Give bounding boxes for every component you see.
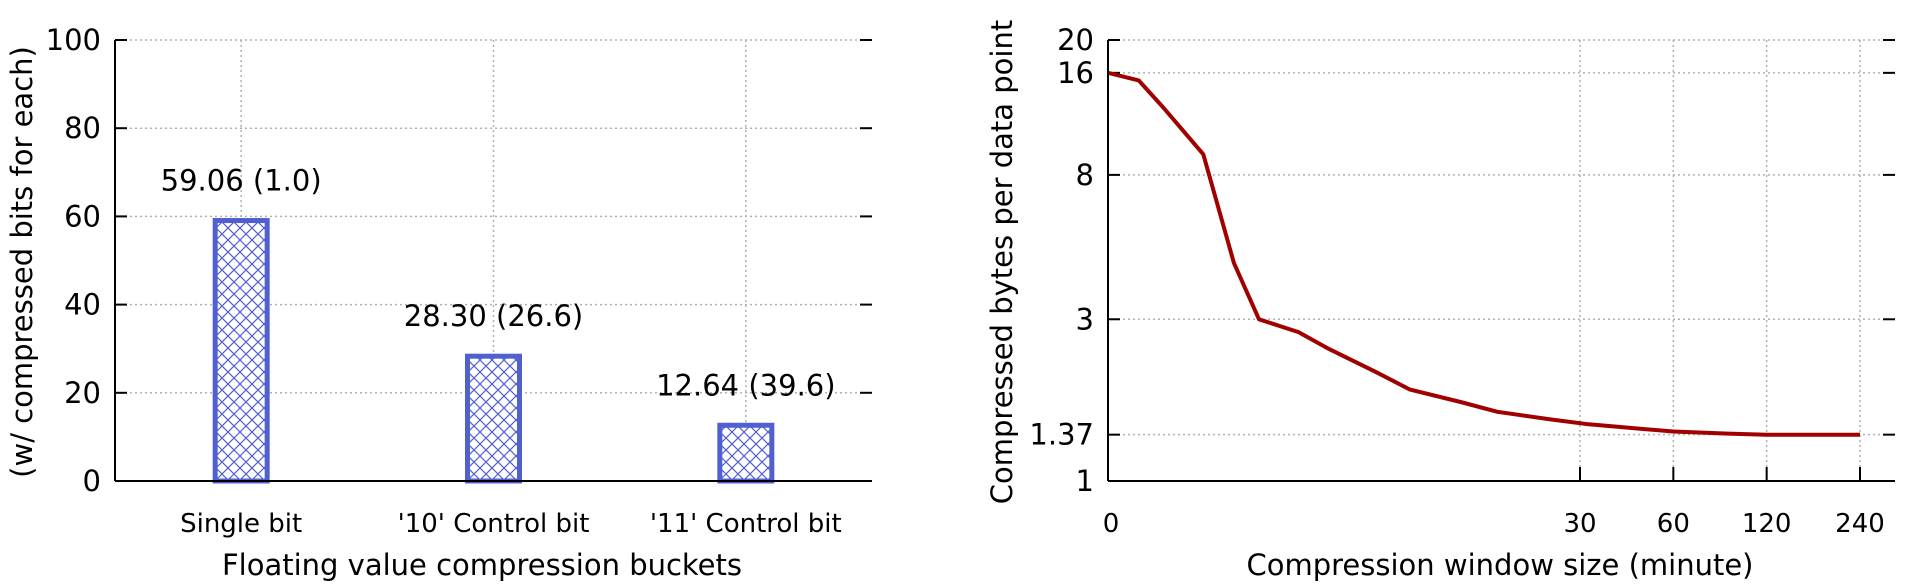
- line-chart-x-axis-label: Compression window size (minute): [1247, 548, 1754, 582]
- bar: [465, 353, 522, 484]
- bar-chart-y-tick-label: 100: [46, 23, 101, 57]
- line-chart-x-tick-label: 240: [1835, 509, 1885, 539]
- bar-chart-y-tick-label: 80: [64, 111, 101, 145]
- line-chart-y-tick-label: 1: [1076, 464, 1094, 498]
- bar-chart-y-tick-label: 0: [83, 464, 101, 498]
- bar-chart-y-axis-label: (w/ compressed bits for each): [5, 46, 39, 478]
- line-chart-x-tick-label: 120: [1742, 509, 1792, 539]
- line-chart-x-tick-label: 60: [1657, 509, 1690, 539]
- bar-chart-x-tick-label: '10' Control bit: [398, 509, 590, 539]
- bar-chart: 0 20 40 60 80 100 59.06 (1.0) 28.30 (26.6) 12.6…: [5, 23, 872, 582]
- line-chart-y-tick-label: 8: [1076, 158, 1094, 192]
- line-chart-x-tick-label: 0: [1103, 509, 1120, 539]
- bar-chart-x-axis-label: Floating value compression buckets: [222, 548, 742, 582]
- line-chart-y-tick-label: 16: [1057, 56, 1094, 90]
- bar-data-label: 28.30 (26.6): [404, 299, 583, 333]
- bar-chart-x-tick-labels: Single bit '10' Control bit '11' Control b…: [180, 509, 842, 539]
- line-chart-x-tick-label: 30: [1563, 509, 1596, 539]
- bar: [212, 218, 270, 484]
- bar-data-label: 59.06 (1.0): [161, 164, 322, 198]
- bar-data-label: 12.64 (39.6): [656, 368, 835, 402]
- bar-chart-y-tick-label: 20: [64, 376, 101, 410]
- bar-chart-y-tick-label: 40: [64, 288, 101, 322]
- line-chart-y-tick-label: 3: [1076, 302, 1094, 336]
- bar-chart-x-tick-label: Single bit: [180, 509, 302, 539]
- line-chart-grid: [1108, 39, 1895, 481]
- bar-chart-bars: 59.06 (1.0) 28.30 (26.6) 12.64 (39.6): [161, 164, 836, 484]
- line-chart-y-axis-label: Compressed bytes per data point: [985, 20, 1019, 504]
- bar-chart-x-tick-label: '11' Control bit: [650, 509, 842, 539]
- bar: [717, 422, 775, 484]
- bar-chart-y-ticks: 0 20 40 60 80 100: [46, 23, 872, 498]
- line-chart-y-tick-label: 1.37: [1029, 418, 1094, 452]
- bar-chart-y-tick-label: 60: [64, 199, 101, 233]
- line-chart-y-tick-label: 20: [1057, 23, 1094, 57]
- line-chart-series-line: [1107, 70, 1860, 437]
- line-chart-x-ticks: 0 30 60 120 240: [1103, 467, 1885, 539]
